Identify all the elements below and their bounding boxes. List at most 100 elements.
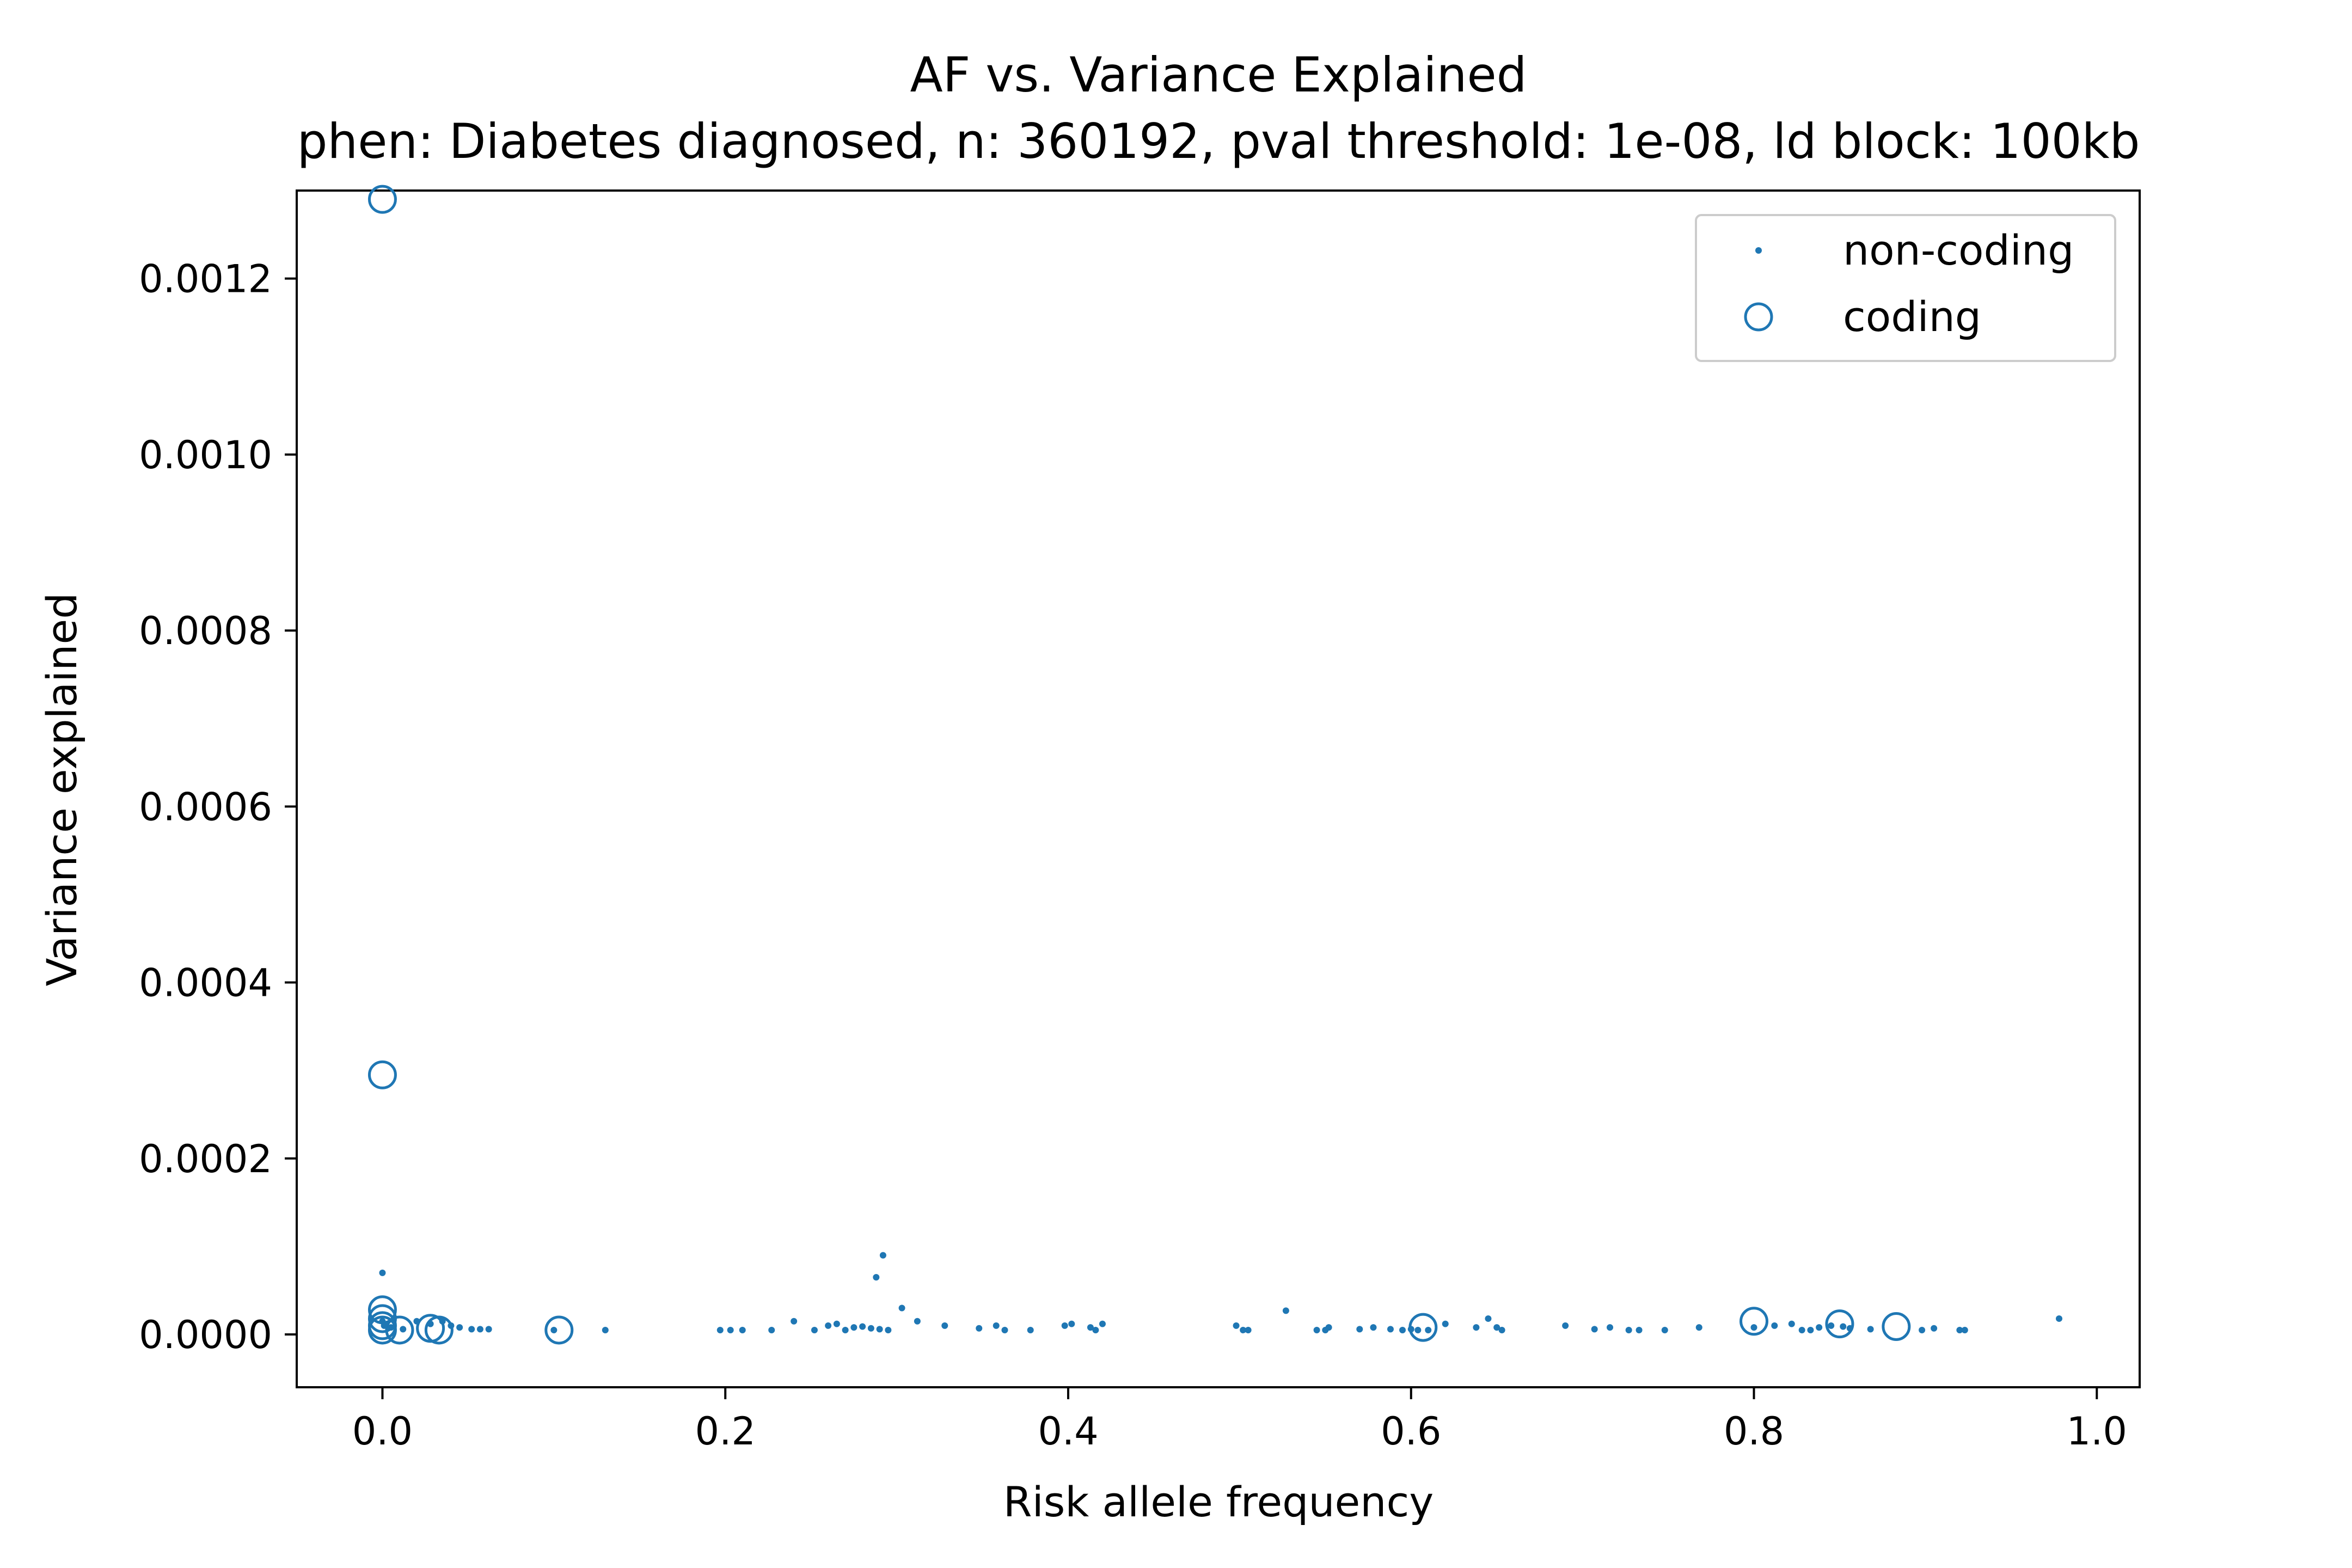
non-coding-point-22 <box>833 1320 840 1327</box>
non-coding-point-19 <box>791 1318 798 1325</box>
non-coding-point-78 <box>1867 1326 1874 1333</box>
y-tick-label-4: 0.0008 <box>139 609 272 653</box>
non-coding-point-9 <box>456 1324 463 1331</box>
non-coding-point-34 <box>976 1325 983 1332</box>
non-coding-point-43 <box>1233 1322 1240 1329</box>
non-coding-point-60 <box>1493 1324 1500 1331</box>
coding-point-6 <box>385 1315 414 1345</box>
y-tick-label-1: 0.0002 <box>139 1137 272 1181</box>
non-coding-point-14 <box>602 1326 609 1333</box>
plot-area-frame <box>296 189 2141 1388</box>
y-axis-label: Variance explained <box>38 592 86 986</box>
non-coding-point-37 <box>1027 1326 1034 1333</box>
non-coding-points <box>379 1252 2063 1333</box>
non-coding-point-49 <box>1325 1324 1332 1331</box>
non-coding-point-42 <box>1099 1320 1106 1327</box>
non-coding-point-23 <box>842 1326 849 1333</box>
non-coding-point-71 <box>1788 1320 1795 1327</box>
non-coding-point-18 <box>768 1326 775 1333</box>
non-coding-point-67 <box>1661 1326 1668 1333</box>
non-coding-point-81 <box>1956 1326 1963 1333</box>
y-axis: 0.0000 0.0002 0.0004 0.0006 0.0008 0.0010 0.00… <box>139 257 297 1357</box>
x-axis-label: Risk allele frequency <box>1003 1478 1434 1526</box>
coding-point-13 <box>1882 1312 1911 1341</box>
y-tick-label-5: 0.0010 <box>139 433 272 477</box>
y-tick-label-0: 0.0000 <box>139 1313 272 1357</box>
non-coding-point-58 <box>1473 1324 1480 1331</box>
non-coding-point-50 <box>1356 1326 1363 1333</box>
non-coding-point-7 <box>439 1318 446 1325</box>
legend-frame <box>1695 214 2116 362</box>
non-coding-point-40 <box>1087 1324 1094 1331</box>
x-tick-label-0: 0.0 <box>352 1409 413 1454</box>
non-coding-point-76 <box>1840 1323 1847 1330</box>
coding-point-1 <box>367 1060 397 1089</box>
non-coding-point-44 <box>1240 1326 1247 1333</box>
non-coding-point-72 <box>1798 1326 1805 1333</box>
non-coding-point-63 <box>1591 1326 1598 1333</box>
coding-point-11 <box>1739 1307 1769 1336</box>
non-coding-point-46 <box>1282 1307 1289 1314</box>
non-coding-point-31 <box>898 1304 905 1312</box>
x-tick-label-1: 0.2 <box>695 1409 756 1454</box>
non-coding-point-57 <box>1442 1320 1449 1327</box>
non-coding-point-30 <box>885 1326 892 1333</box>
non-coding-point-26 <box>867 1325 874 1332</box>
non-coding-point-25 <box>859 1323 866 1330</box>
non-coding-point-28 <box>873 1273 880 1281</box>
non-coding-point-79 <box>1919 1326 1926 1333</box>
y-tick-label-6: 0.0012 <box>139 257 272 302</box>
non-coding-point-82 <box>1961 1326 1968 1333</box>
non-coding-point-74 <box>1816 1324 1823 1331</box>
non-coding-point-77 <box>1846 1325 1853 1332</box>
non-coding-point-4 <box>400 1326 407 1333</box>
non-coding-point-64 <box>1607 1324 1614 1331</box>
non-coding-point-62 <box>1562 1322 1569 1329</box>
y-tick-label-3: 0.0006 <box>139 785 272 829</box>
non-coding-point-3 <box>388 1324 395 1331</box>
non-coding-point-33 <box>941 1322 948 1329</box>
non-coding-point-51 <box>1370 1324 1377 1331</box>
non-coding-point-21 <box>825 1322 832 1329</box>
non-coding-point-68 <box>1695 1324 1702 1331</box>
non-coding-point-47 <box>1313 1326 1320 1333</box>
coding-point-8 <box>424 1315 454 1345</box>
non-coding-point-0 <box>379 1269 386 1276</box>
non-coding-point-6 <box>427 1320 434 1327</box>
non-coding-point-11 <box>476 1326 483 1333</box>
coding-point-5 <box>367 1315 397 1345</box>
non-coding-point-10 <box>468 1326 475 1333</box>
non-coding-point-39 <box>1068 1320 1075 1327</box>
y-tick-label-2: 0.0004 <box>139 961 272 1006</box>
non-coding-point-66 <box>1636 1326 1643 1333</box>
non-coding-point-73 <box>1807 1326 1814 1333</box>
x-tick-label-4: 0.8 <box>1724 1409 1784 1454</box>
x-tick-label-2: 0.4 <box>1038 1409 1098 1454</box>
non-coding-point-52 <box>1387 1326 1394 1333</box>
coding-point-9 <box>544 1315 574 1345</box>
non-coding-point-83 <box>2056 1315 2063 1322</box>
non-coding-point-35 <box>993 1322 1000 1329</box>
non-coding-point-38 <box>1061 1322 1068 1329</box>
x-tick-label-5: 1.0 <box>2067 1409 2127 1454</box>
non-coding-point-32 <box>914 1318 921 1325</box>
non-coding-point-20 <box>811 1326 818 1333</box>
x-tick-label-3: 0.6 <box>1381 1409 1441 1454</box>
legend-label-non-coding: non-coding <box>1843 226 2074 274</box>
x-axis: 0.0 0.2 0.4 0.6 0.8 1.0 <box>352 1387 2127 1454</box>
non-coding-point-12 <box>485 1326 492 1333</box>
non-coding-point-2 <box>381 1322 388 1329</box>
chart-title: AF vs. Variance Explained <box>910 47 1527 103</box>
legend-marker-non-coding <box>1755 247 1762 254</box>
coding-point-12 <box>1825 1309 1854 1339</box>
non-coding-point-27 <box>876 1326 883 1333</box>
non-coding-point-75 <box>1828 1322 1835 1329</box>
non-coding-point-41 <box>1092 1326 1099 1333</box>
non-coding-point-45 <box>1245 1326 1252 1333</box>
non-coding-point-53 <box>1399 1326 1406 1333</box>
non-coding-point-59 <box>1485 1315 1492 1322</box>
non-coding-point-36 <box>1001 1326 1008 1333</box>
non-coding-point-15 <box>716 1326 724 1333</box>
non-coding-point-61 <box>1498 1326 1505 1333</box>
